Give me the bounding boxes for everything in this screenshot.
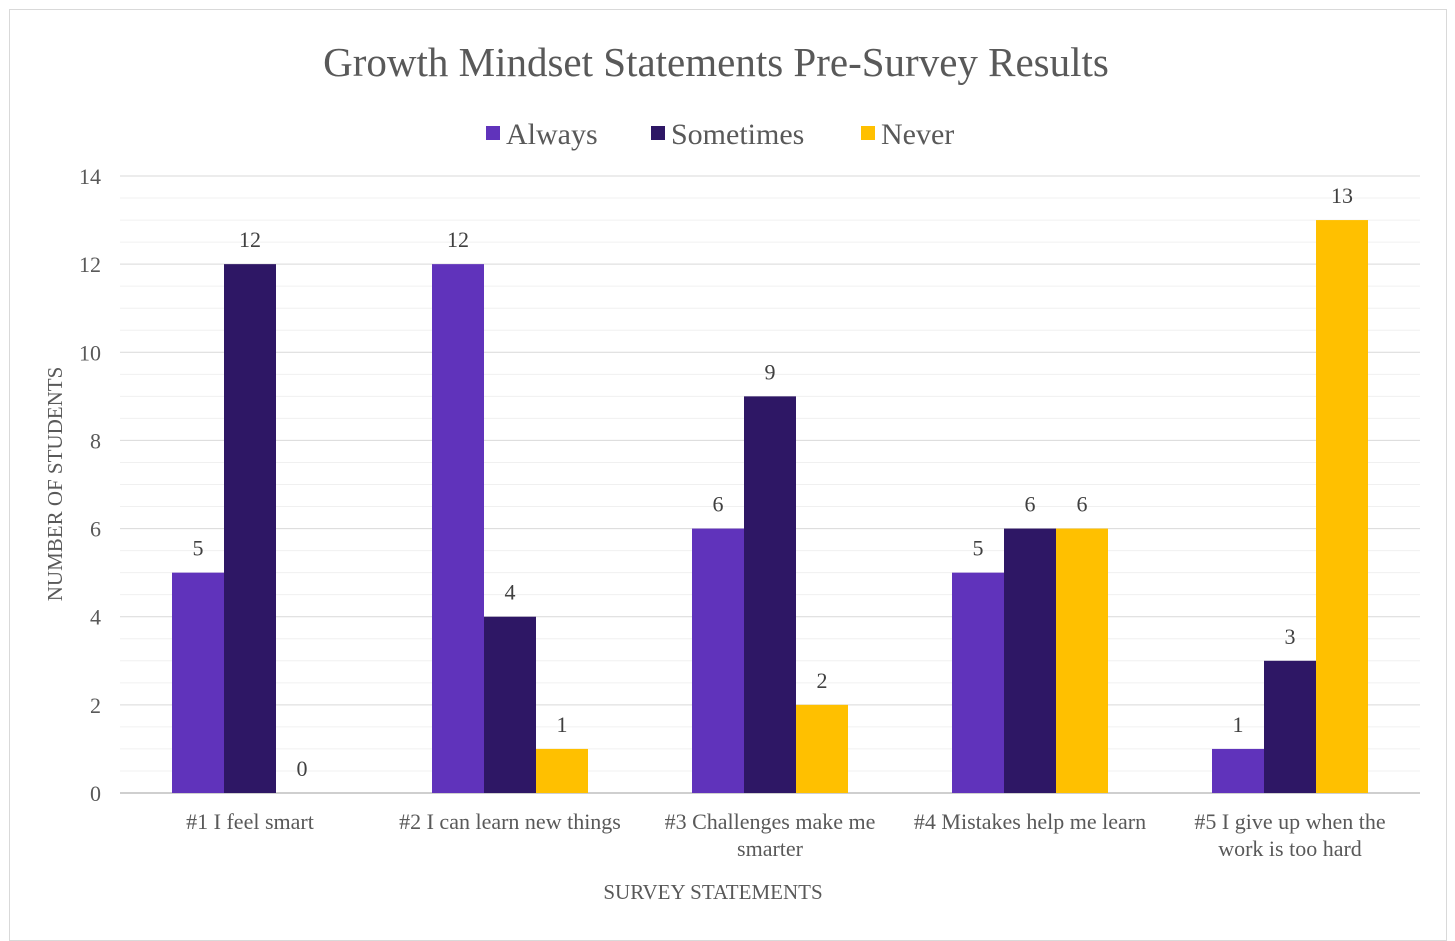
y-tick-label: 4 — [90, 605, 101, 630]
legend: Always Sometimes Never — [486, 118, 954, 151]
legend-item-never: Never — [861, 118, 954, 151]
y-axis-title: NUMBER OF STUDENTS — [43, 367, 67, 602]
data-label: 9 — [765, 359, 776, 384]
x-axis-categories: #1 I feel smart #2 I can learn new things… — [186, 809, 1385, 861]
data-label: 1 — [557, 712, 568, 737]
data-label: 6 — [1025, 492, 1036, 517]
data-label: 5 — [973, 536, 984, 561]
data-label: 5 — [193, 536, 204, 561]
x-category-label: #2 I can learn new things — [399, 809, 621, 834]
bar-sometimes-3 — [744, 396, 796, 793]
data-label: 12 — [239, 227, 261, 252]
bar-sometimes-4 — [1004, 528, 1056, 793]
y-tick-label: 14 — [79, 164, 101, 189]
y-axis-ticks: 0 2 4 6 8 10 12 14 — [79, 164, 101, 806]
x-category-label: #5 I give up when the work is too hard — [1194, 809, 1385, 861]
y-tick-label: 8 — [90, 428, 101, 453]
legend-swatch — [861, 126, 875, 140]
y-tick-label: 0 — [90, 781, 101, 806]
data-label: 0 — [297, 756, 308, 781]
bar-sometimes-2 — [484, 616, 536, 793]
data-label: 2 — [817, 668, 828, 693]
bar-always-5 — [1212, 748, 1264, 793]
y-tick-label: 12 — [79, 252, 101, 277]
legend-swatch — [486, 126, 500, 140]
x-category-label: #1 I feel smart — [186, 809, 314, 834]
x-category-label: #4 Mistakes help me learn — [914, 809, 1146, 834]
bar-always-1 — [172, 572, 224, 793]
bar-never-2 — [536, 748, 588, 793]
bar-sometimes-1 — [224, 264, 276, 794]
bar-never-5 — [1316, 220, 1368, 794]
data-label: 6 — [1077, 492, 1088, 517]
y-tick-label: 6 — [90, 517, 101, 542]
bar-sometimes-5 — [1264, 660, 1316, 793]
y-tick-label: 10 — [79, 340, 101, 365]
x-category-label: #3 Challenges make me smarter — [665, 809, 876, 861]
data-label: 1 — [1233, 712, 1244, 737]
legend-label: Never — [881, 118, 954, 151]
bars — [172, 220, 1368, 794]
bar-always-4 — [952, 572, 1004, 793]
legend-label: Sometimes — [671, 118, 804, 151]
chart-title: Growth Mindset Statements Pre-Survey Res… — [323, 39, 1109, 85]
bar-never-4 — [1056, 528, 1108, 793]
bar-always-3 — [692, 528, 744, 793]
legend-item-always: Always — [486, 118, 598, 151]
x-axis-title: SURVEY STATEMENTS — [603, 880, 822, 904]
bar-always-2 — [432, 264, 484, 794]
y-tick-label: 2 — [90, 693, 101, 718]
data-label: 4 — [505, 580, 516, 605]
bar-never-3 — [796, 704, 848, 793]
data-label: 3 — [1285, 624, 1296, 649]
data-label: 6 — [713, 492, 724, 517]
legend-item-sometimes: Sometimes — [651, 118, 804, 151]
legend-label: Always — [506, 118, 598, 151]
legend-swatch — [651, 126, 665, 140]
data-label: 13 — [1331, 183, 1353, 208]
data-label: 12 — [447, 227, 469, 252]
